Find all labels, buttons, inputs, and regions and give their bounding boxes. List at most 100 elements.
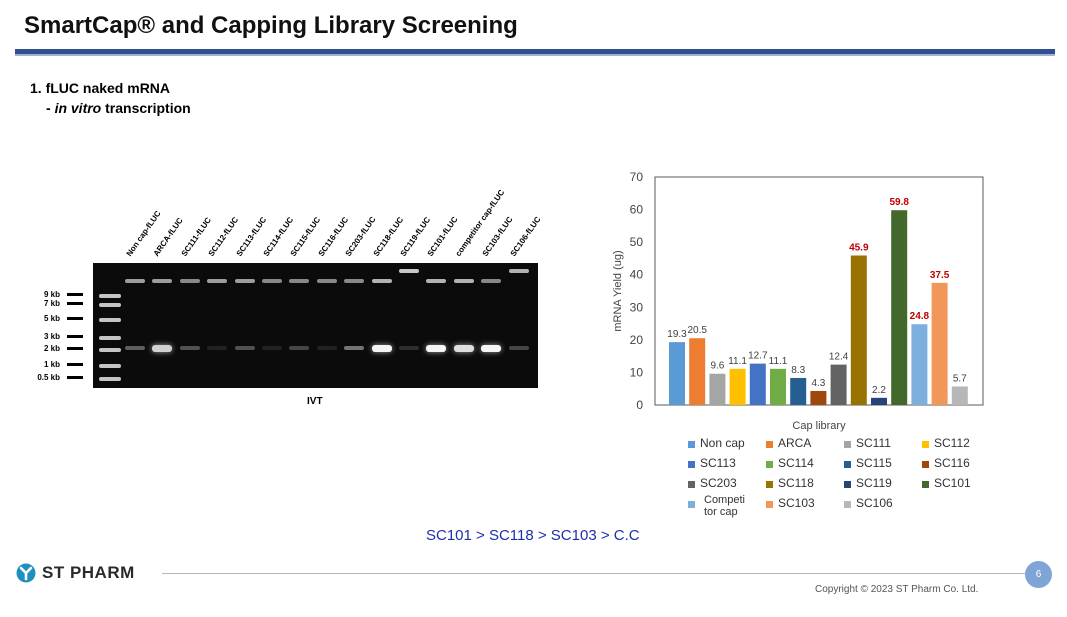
bar-data-label: 12.4 (829, 352, 849, 363)
gel-marker-tick (67, 293, 83, 296)
legend-label: Competi tor cap (704, 494, 745, 518)
y-axis-label: mRNA Yield (ug) (612, 250, 624, 331)
gel-band (207, 346, 228, 350)
legend-item: SC101 (922, 477, 971, 489)
legend-item: SC103 (766, 497, 815, 509)
legend-label: SC119 (856, 476, 892, 490)
legend-label: ARCA (778, 436, 812, 450)
gel-band (316, 346, 337, 350)
y-tick-label: 50 (630, 235, 644, 249)
legend-swatch (688, 461, 695, 468)
gel-marker-tick (67, 335, 83, 338)
bar-data-label: 19.3 (667, 329, 687, 340)
legend-swatch (844, 501, 851, 508)
gel-band (152, 344, 173, 352)
y-tick-label: 60 (630, 203, 644, 217)
legend-swatch (922, 441, 929, 448)
title-divider-light (15, 54, 1055, 56)
legend-label: SC101 (934, 476, 971, 490)
bar-data-label: 9.6 (710, 361, 724, 372)
gel-well (179, 279, 200, 283)
gel-well (371, 279, 392, 283)
legend-item: SC114 (766, 457, 814, 469)
legend-swatch (688, 481, 695, 488)
legend-item: SC112 (922, 437, 970, 449)
gel-well (234, 279, 255, 283)
ranking-text: SC101 > SC118 > SC103 > C.C (426, 527, 640, 544)
legend-swatch (844, 481, 851, 488)
legend-label: SC106 (856, 496, 893, 510)
gel-band (262, 346, 282, 350)
legend-label: SC118 (778, 476, 814, 490)
logo-icon (16, 563, 36, 583)
legend-item: SC115 (844, 457, 892, 469)
chart-bar (709, 373, 726, 405)
yield-bar-chart: 0 10 20 30 40 50 60 70 mRNA Yield (ug) Cap librar… (612, 170, 984, 432)
chart-bar (790, 377, 807, 405)
gel-lane-label: competitor cap-fLUC (453, 188, 507, 258)
gel-marker-label: 2 kb (43, 344, 60, 353)
legend-swatch (766, 461, 773, 468)
legend-swatch (688, 501, 695, 508)
ladder-band (99, 294, 121, 298)
bar-data-label: 20.5 (687, 325, 707, 336)
y-tick-label: 20 (630, 333, 644, 347)
legend-item: ARCA (766, 437, 811, 449)
gel-band (481, 344, 502, 352)
legend-label: Non cap (700, 436, 745, 450)
gel-band (179, 346, 200, 350)
legend-item: SC106 (844, 497, 893, 509)
copyright-text: Copyright © 2023 ST Pharm Co. Ltd. (815, 584, 979, 595)
gel-image (93, 263, 538, 388)
bar-data-label: 2.2 (872, 385, 886, 396)
chart-bar (951, 386, 968, 405)
legend-label: SC113 (700, 456, 736, 470)
gel-band (234, 346, 255, 350)
bar-data-label: 24.8 (910, 311, 930, 322)
gel-marker-tick (67, 302, 83, 305)
chart-bar (931, 282, 948, 405)
chart-bar (891, 210, 908, 405)
gel-caption: IVT (307, 396, 323, 407)
ladder-band (99, 336, 121, 340)
y-tick-label: 10 (630, 365, 644, 379)
subheading-italic: in vitro (54, 100, 102, 116)
gel-band (426, 344, 447, 352)
bar-data-label: 59.8 (889, 197, 909, 208)
gel-marker-label: 9 kb (43, 290, 60, 299)
legend-item: SC116 (922, 457, 970, 469)
gel-band (371, 344, 392, 352)
legend-label: SC111 (856, 436, 891, 450)
gel-marker-label: 3 kb (43, 332, 60, 341)
gel-marker-tick (67, 363, 83, 366)
footer-divider (162, 573, 1027, 574)
legend-label: SC115 (856, 456, 892, 470)
subheading-prefix: - (46, 100, 55, 116)
section-heading: 1. fLUC naked mRNA (30, 80, 171, 96)
x-axis-label: Cap library (792, 420, 846, 432)
legend-swatch (922, 481, 929, 488)
gel-well (481, 279, 502, 283)
legend-label: SC116 (934, 456, 970, 470)
chart-bar (669, 342, 685, 405)
y-tick-label: 0 (636, 398, 643, 412)
gel-band (453, 344, 474, 352)
gel-well (289, 279, 310, 283)
y-tick-label: 40 (630, 268, 644, 282)
gel-marker-label: 0.5 kb (37, 373, 60, 382)
chart-bar (850, 255, 867, 405)
gel-marker-tick (67, 347, 83, 350)
bar-data-label: 5.7 (953, 373, 967, 384)
gel-band (508, 346, 529, 350)
legend-swatch (766, 481, 773, 488)
bar-data-label: 11.1 (769, 356, 788, 367)
bar-data-label: 45.9 (849, 242, 869, 253)
subheading-suffix: transcription (101, 100, 191, 116)
gel-well (316, 279, 337, 283)
legend-item: SC111 (844, 437, 891, 449)
legend-swatch (844, 441, 851, 448)
legend-item: SC113 (688, 457, 736, 469)
legend-item: SC118 (766, 477, 814, 489)
chart-bar (871, 397, 887, 405)
gel-well (453, 279, 474, 283)
